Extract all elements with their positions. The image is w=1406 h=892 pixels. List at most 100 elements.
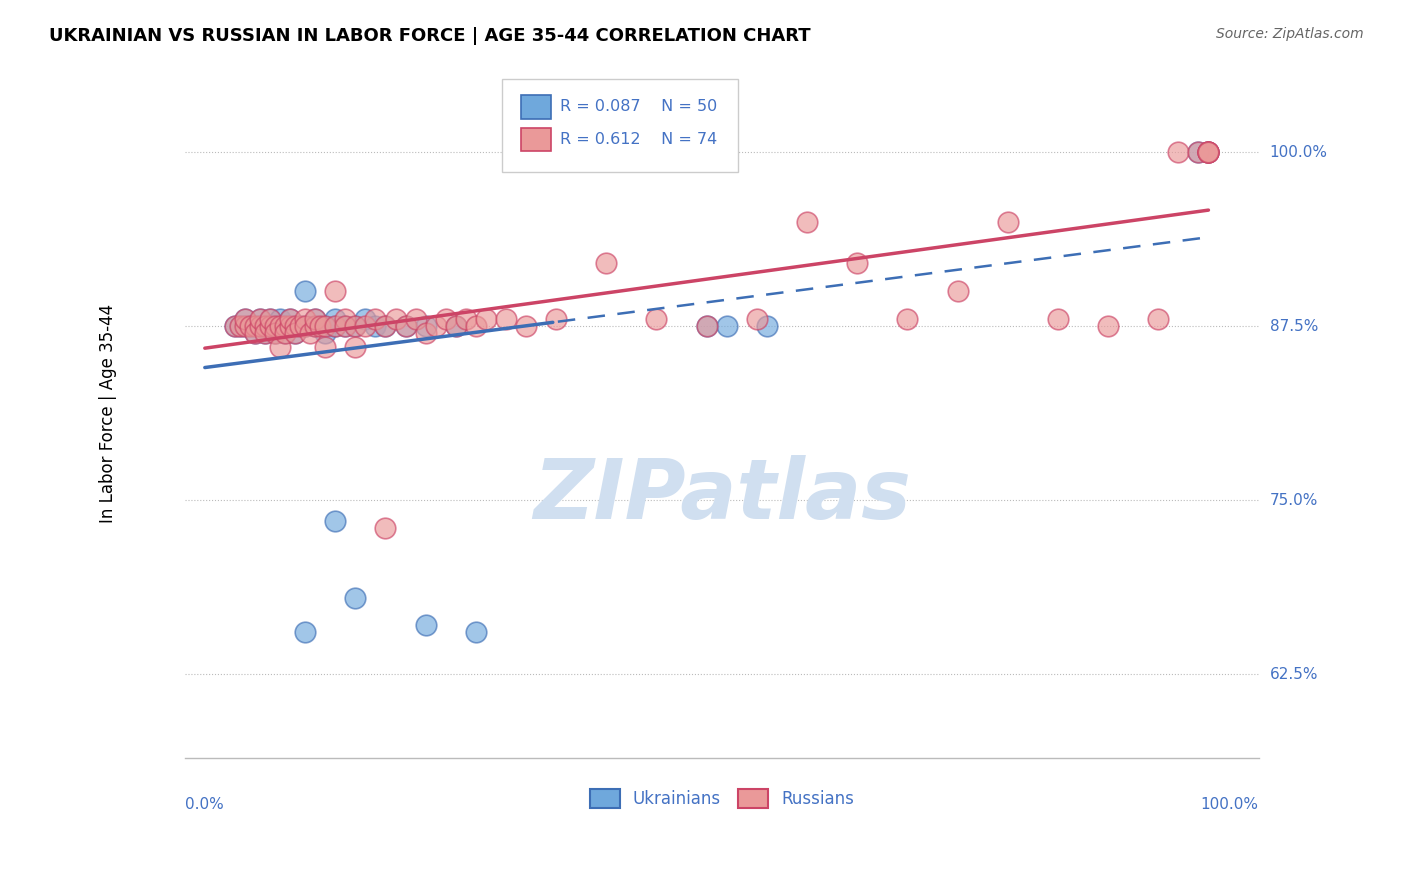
Point <box>344 340 367 354</box>
FancyBboxPatch shape <box>520 95 551 119</box>
Point <box>288 319 311 334</box>
Point <box>374 319 396 334</box>
Point <box>1167 145 1189 159</box>
Point <box>354 312 377 326</box>
Point <box>304 312 326 326</box>
Point <box>314 319 336 334</box>
Point <box>444 319 467 334</box>
Point <box>344 319 367 334</box>
Point <box>1197 145 1219 159</box>
Point <box>269 319 291 334</box>
Text: In Labor Force | Age 35-44: In Labor Force | Age 35-44 <box>100 303 117 523</box>
Point <box>243 326 266 340</box>
Point <box>294 319 316 334</box>
Point <box>269 340 291 354</box>
Point <box>464 319 486 334</box>
Point <box>259 312 281 326</box>
Point <box>284 326 307 340</box>
Point <box>645 312 668 326</box>
Point <box>415 326 437 340</box>
Text: Source: ZipAtlas.com: Source: ZipAtlas.com <box>1216 27 1364 41</box>
Point <box>475 312 498 326</box>
Point <box>425 319 447 334</box>
Point <box>323 319 346 334</box>
Point <box>274 319 297 334</box>
Point <box>249 312 271 326</box>
Point <box>1046 312 1069 326</box>
Point <box>444 319 467 334</box>
Point <box>1147 312 1170 326</box>
Point <box>264 326 287 340</box>
Point <box>1097 319 1119 334</box>
Point <box>716 319 738 334</box>
Point <box>1197 145 1219 159</box>
Point <box>394 319 416 334</box>
Point <box>264 319 287 334</box>
Point <box>314 340 336 354</box>
Point <box>394 319 416 334</box>
Point <box>224 319 246 334</box>
Point <box>1197 145 1219 159</box>
Point <box>294 285 316 299</box>
Point <box>249 312 271 326</box>
Point <box>415 618 437 632</box>
Point <box>284 319 307 334</box>
Point <box>696 319 718 334</box>
Point <box>269 319 291 334</box>
Text: 100.0%: 100.0% <box>1270 145 1327 160</box>
Point <box>278 319 301 334</box>
FancyBboxPatch shape <box>502 78 738 172</box>
Point <box>1197 145 1219 159</box>
Point <box>323 319 346 334</box>
Point <box>384 312 406 326</box>
Point <box>755 319 778 334</box>
Point <box>997 214 1019 228</box>
Point <box>239 319 262 334</box>
Text: 0.0%: 0.0% <box>184 797 224 812</box>
Point <box>284 319 307 334</box>
Point <box>374 521 396 535</box>
Point <box>233 312 256 326</box>
Point <box>314 326 336 340</box>
Point <box>294 319 316 334</box>
Point <box>745 312 768 326</box>
Point <box>229 319 252 334</box>
Point <box>249 319 271 334</box>
Point <box>415 319 437 334</box>
Point <box>274 326 297 340</box>
Point <box>254 326 277 340</box>
Point <box>259 312 281 326</box>
Point <box>304 319 326 334</box>
Text: 87.5%: 87.5% <box>1270 318 1317 334</box>
Point <box>243 319 266 334</box>
Point <box>249 319 271 334</box>
Point <box>304 312 326 326</box>
Point <box>1197 145 1219 159</box>
Point <box>1187 145 1209 159</box>
Point <box>229 319 252 334</box>
Point <box>264 319 287 334</box>
Point <box>354 319 377 334</box>
Text: 75.0%: 75.0% <box>1270 492 1317 508</box>
Point <box>314 319 336 334</box>
Point <box>259 319 281 334</box>
Point <box>495 312 517 326</box>
Point <box>946 285 969 299</box>
Point <box>224 319 246 334</box>
Point <box>233 319 256 334</box>
Point <box>243 326 266 340</box>
FancyBboxPatch shape <box>520 128 551 152</box>
Point <box>304 319 326 334</box>
Point <box>323 312 346 326</box>
Point <box>233 312 256 326</box>
Text: UKRAINIAN VS RUSSIAN IN LABOR FORCE | AGE 35-44 CORRELATION CHART: UKRAINIAN VS RUSSIAN IN LABOR FORCE | AG… <box>49 27 811 45</box>
Point <box>364 312 387 326</box>
Point <box>546 312 568 326</box>
Point <box>344 591 367 605</box>
Point <box>243 319 266 334</box>
Point <box>294 312 316 326</box>
Point <box>254 326 277 340</box>
Point <box>335 319 357 334</box>
Point <box>239 319 262 334</box>
Point <box>299 326 322 340</box>
